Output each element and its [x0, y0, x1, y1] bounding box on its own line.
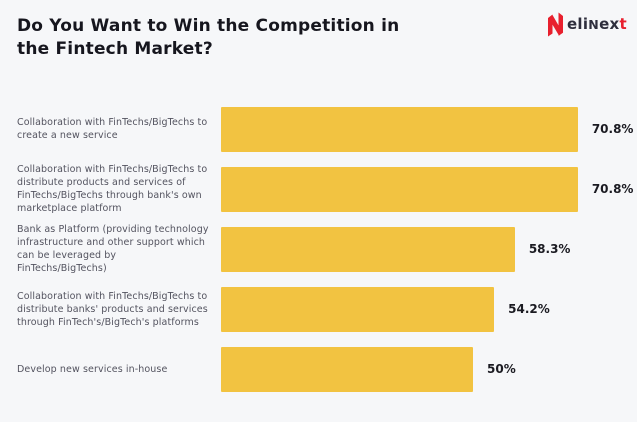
- bar-row: Collaboration with FinTechs/BigTechs to …: [17, 159, 637, 219]
- bar: [221, 166, 578, 212]
- bar-category-label: Collaboration with FinTechs/BigTechs to …: [17, 290, 208, 328]
- elinext-n-icon: [547, 12, 563, 36]
- bar: [221, 286, 495, 332]
- bar-chart: Collaboration with FinTechs/BigTechs to …: [17, 99, 637, 399]
- bar-value-label: 70.8%: [591, 122, 634, 136]
- bar-track: 58.3%: [221, 226, 637, 272]
- bar-row: Collaboration with FinTechs/BigTechs to …: [17, 279, 637, 339]
- elinext-logo-text: eliNext: [566, 14, 627, 33]
- bar-track: 54.2%: [221, 286, 637, 332]
- bar-value-label: 58.3%: [528, 242, 571, 256]
- bar-value-label: 50%: [487, 362, 516, 376]
- bar-track: 70.8%: [221, 106, 637, 152]
- bar-track: 50%: [221, 346, 637, 392]
- bar-value-label: 70.8%: [591, 182, 634, 196]
- bar-track: 70.8%: [221, 166, 637, 212]
- bar: [221, 226, 515, 272]
- bar-category-label: Collaboration with FinTechs/BigTechs to …: [17, 164, 208, 214]
- bar-category-label: Develop new services in-house: [17, 363, 168, 375]
- page-title-line-2: the Fintech Market?: [17, 39, 213, 59]
- bar: [221, 346, 473, 392]
- elinext-logo: eliNext: [547, 11, 627, 37]
- bar-row: Develop new services in-house 50%: [17, 339, 637, 399]
- bar-category-label: Collaboration with FinTechs/BigTechs to …: [17, 117, 208, 141]
- bar-row: Bank as Platform (providing technology i…: [17, 219, 637, 279]
- bar-value-label: 54.2%: [508, 302, 550, 316]
- bar: [221, 106, 578, 152]
- logo-accent-letter: t: [619, 14, 627, 33]
- bar-category-label: Bank as Platform (providing technology i…: [17, 224, 209, 274]
- page-title-line-1: Do You Want to Win the Competition in: [17, 16, 400, 36]
- bar-row: Collaboration with FinTechs/BigTechs to …: [17, 99, 637, 159]
- page-title: Do You Want to Win the Competition in th…: [17, 15, 399, 61]
